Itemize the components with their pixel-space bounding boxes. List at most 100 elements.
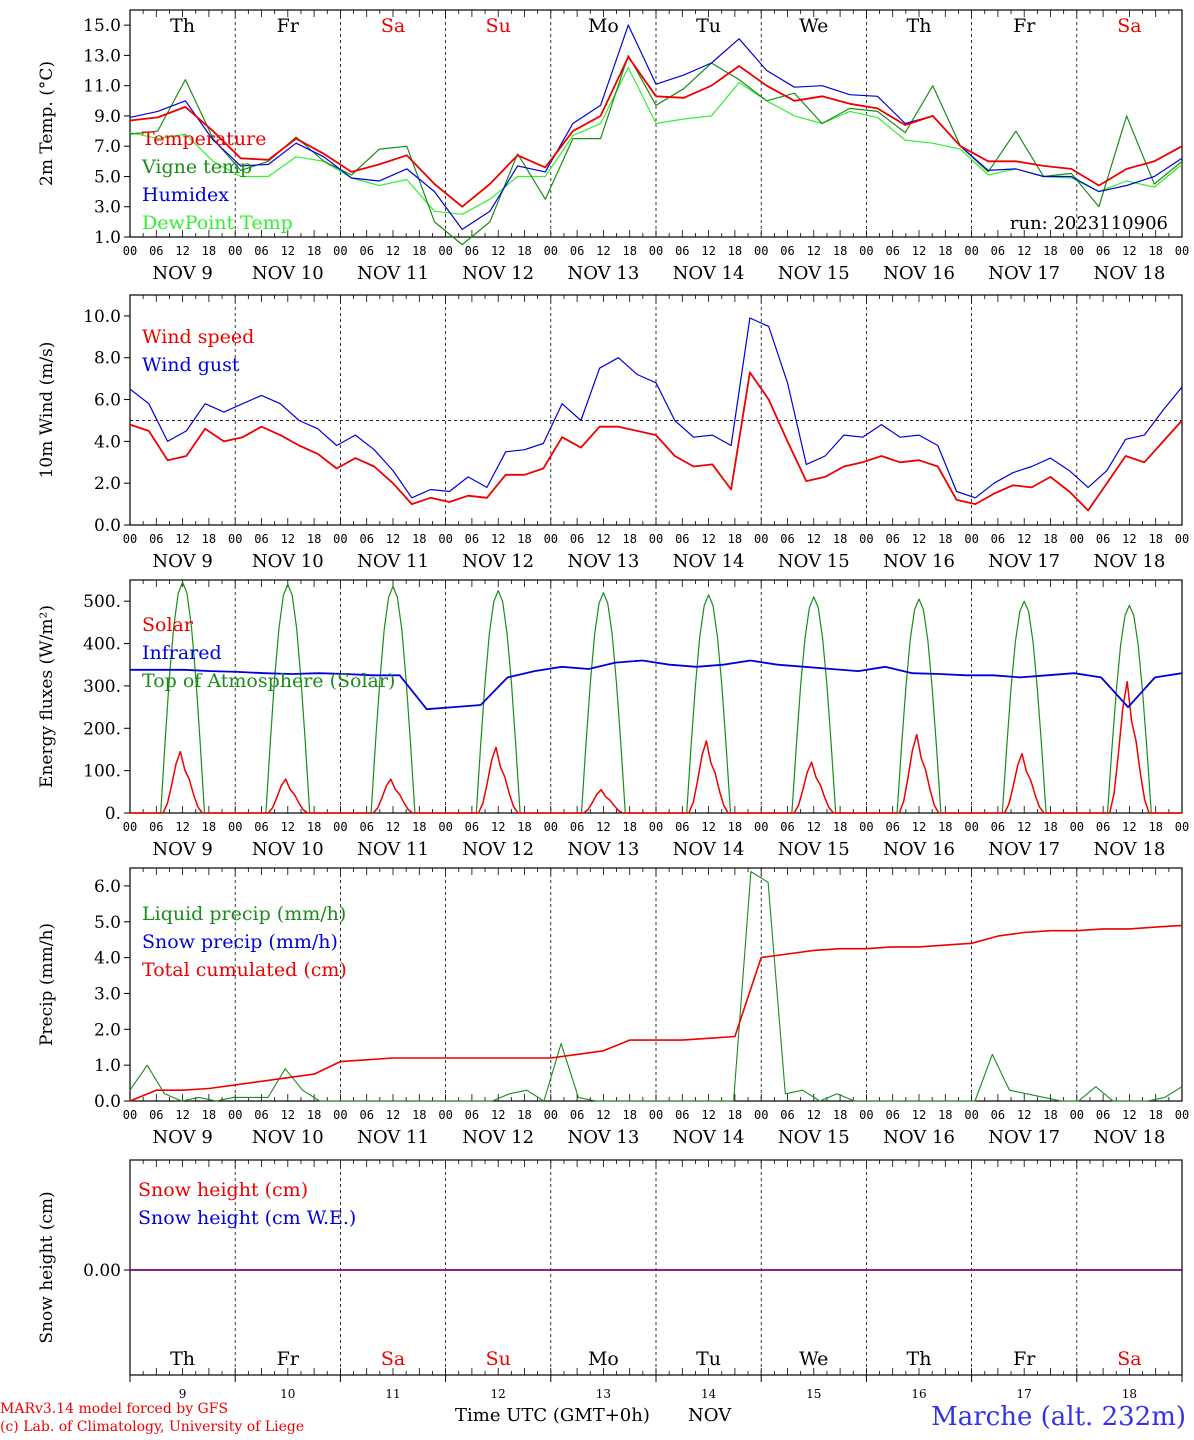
hour-tick-label: 06 — [570, 532, 584, 546]
hour-tick-label: 18 — [307, 532, 321, 546]
hour-tick-label: 06 — [149, 532, 163, 546]
hour-tick-label: 12 — [386, 820, 400, 834]
hour-tick-label: 12 — [281, 244, 295, 258]
hour-tick-label: 06 — [359, 244, 373, 258]
date-label: NOV 11 — [357, 263, 429, 284]
hour-tick-label: 00 — [964, 820, 978, 834]
y-tick-label: 11.0 — [83, 77, 121, 97]
hour-tick-label: 12 — [596, 820, 610, 834]
y-tick-label: 400. — [83, 635, 121, 655]
hour-tick-label: 12 — [386, 532, 400, 546]
hour-tick-label: 06 — [465, 1108, 479, 1122]
hour-tick-label: 18 — [938, 820, 952, 834]
date-label: NOV 9 — [152, 551, 212, 572]
hour-tick-label: 06 — [675, 1108, 689, 1122]
date-label: NOV 18 — [1093, 551, 1165, 572]
hour-tick-label: 12 — [1017, 244, 1031, 258]
hour-tick-label: 12 — [175, 532, 189, 546]
model-line: MARv3.14 model forced by GFS — [0, 1401, 229, 1417]
series-infrared — [130, 659, 1183, 711]
day-name-top: Fr — [277, 15, 300, 37]
hour-tick-label: 06 — [1096, 820, 1110, 834]
hour-tick-label: 00 — [1070, 532, 1084, 546]
hour-tick-label: 00 — [544, 1108, 558, 1122]
date-number: 14 — [701, 1387, 717, 1401]
hour-tick-label: 06 — [780, 532, 794, 546]
hour-tick-label: 06 — [885, 244, 899, 258]
day-name-bottom: Fr — [1013, 1348, 1036, 1370]
day-name-bottom: Su — [486, 1348, 511, 1370]
hour-tick-label: 06 — [991, 244, 1005, 258]
y-tick-label: 1.0 — [94, 1056, 121, 1076]
hour-tick-label: 00 — [544, 532, 558, 546]
hour-tick-label: 18 — [938, 1108, 952, 1122]
y-axis-label-3: Precip (mm/h) — [37, 923, 57, 1046]
hour-tick-label: 00 — [123, 244, 137, 258]
date-label: NOV 13 — [567, 263, 639, 284]
legend-entry: Total cumulated (cm) — [142, 959, 347, 981]
hour-tick-label: 06 — [991, 820, 1005, 834]
hour-tick-label: 12 — [807, 532, 821, 546]
y-tick-label: 2.0 — [94, 474, 121, 494]
hour-tick-label: 12 — [912, 244, 926, 258]
date-label: NOV 13 — [567, 1127, 639, 1148]
day-name-bottom: Fr — [277, 1348, 300, 1370]
hour-tick-label: 00 — [649, 532, 663, 546]
y-tick-label: 0.00 — [83, 1261, 121, 1281]
day-name-bottom: Mo — [588, 1348, 619, 1370]
y-tick-label: 5.0 — [94, 913, 121, 933]
series-liquid-precip — [129, 871, 1183, 1102]
legend-entry: Snow height (cm) — [138, 1179, 308, 1201]
hour-tick-label: 06 — [465, 244, 479, 258]
date-label: NOV 15 — [778, 839, 850, 860]
hour-tick-label: 18 — [622, 1108, 636, 1122]
hour-tick-label: 18 — [412, 1108, 426, 1122]
y-tick-label: 0. — [105, 804, 121, 824]
y-tick-label: 2.0 — [94, 1020, 121, 1040]
hour-tick-label: 18 — [1148, 820, 1162, 834]
day-name-bottom: We — [799, 1348, 828, 1370]
hour-tick-label: 00 — [964, 244, 978, 258]
hour-tick-label: 06 — [149, 244, 163, 258]
hour-tick-label: 06 — [885, 820, 899, 834]
hour-tick-label: 06 — [465, 820, 479, 834]
hour-tick-label: 18 — [728, 1108, 742, 1122]
hour-tick-label: 06 — [1096, 244, 1110, 258]
hour-tick-label: 18 — [1043, 820, 1057, 834]
y-axis-label-4: Snow height (cm) — [37, 1191, 57, 1343]
hour-tick-label: 06 — [885, 532, 899, 546]
hour-tick-label: 18 — [517, 532, 531, 546]
date-label: NOV 11 — [357, 839, 429, 860]
hour-tick-label: 06 — [254, 820, 268, 834]
hour-tick-label: 12 — [281, 532, 295, 546]
hour-tick-label: 00 — [438, 820, 452, 834]
day-name-top: We — [799, 15, 828, 37]
hour-tick-label: 18 — [622, 532, 636, 546]
date-label: NOV 11 — [357, 551, 429, 572]
hour-tick-label: 18 — [517, 1108, 531, 1122]
hour-tick-label: 18 — [833, 244, 847, 258]
y-tick-label: 0.0 — [94, 516, 121, 536]
date-label: NOV 15 — [778, 1127, 850, 1148]
date-label: NOV 9 — [152, 263, 212, 284]
hour-tick-label: 18 — [938, 532, 952, 546]
hour-tick-label: 12 — [1122, 1108, 1136, 1122]
hour-tick-label: 00 — [333, 244, 347, 258]
date-label: NOV 15 — [778, 551, 850, 572]
hour-tick-label: 12 — [491, 532, 505, 546]
date-label: NOV 10 — [252, 1127, 324, 1148]
date-label: NOV 11 — [357, 1127, 429, 1148]
hour-tick-label: 12 — [807, 820, 821, 834]
hour-tick-label: 12 — [1122, 532, 1136, 546]
day-name-bottom: Sa — [1117, 1348, 1141, 1370]
day-name-top: Fr — [1013, 15, 1036, 37]
y-axis-label-0: 2m Temp. (°C) — [37, 61, 57, 186]
hour-tick-label: 00 — [859, 532, 873, 546]
hour-tick-label: 00 — [123, 1108, 137, 1122]
date-label: NOV 12 — [462, 263, 534, 284]
day-name-top: Sa — [381, 15, 405, 37]
hour-tick-label: 00 — [1070, 244, 1084, 258]
date-number: 11 — [385, 1387, 400, 1401]
hour-tick-label: 12 — [1017, 1108, 1031, 1122]
y-tick-label: 300. — [83, 677, 121, 697]
